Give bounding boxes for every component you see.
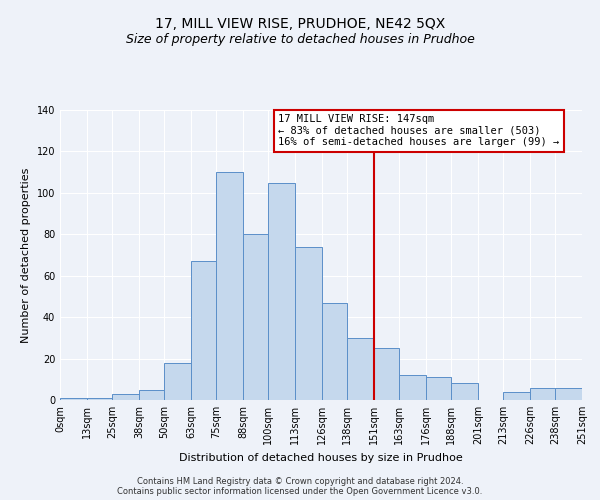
Bar xyxy=(87,398,112,400)
Bar xyxy=(374,348,399,400)
Text: 17, MILL VIEW RISE, PRUDHOE, NE42 5QX: 17, MILL VIEW RISE, PRUDHOE, NE42 5QX xyxy=(155,18,445,32)
X-axis label: Distribution of detached houses by size in Prudhoe: Distribution of detached houses by size … xyxy=(179,452,463,462)
Bar xyxy=(295,246,322,400)
Bar xyxy=(503,392,530,400)
Bar xyxy=(139,390,164,400)
Text: Contains public sector information licensed under the Open Government Licence v3: Contains public sector information licen… xyxy=(118,488,482,496)
Bar xyxy=(216,172,243,400)
Bar xyxy=(555,388,582,400)
Bar xyxy=(164,362,191,400)
Bar xyxy=(268,182,295,400)
Bar xyxy=(191,261,216,400)
Bar xyxy=(347,338,374,400)
Y-axis label: Number of detached properties: Number of detached properties xyxy=(21,168,31,342)
Bar xyxy=(243,234,268,400)
Text: Contains HM Land Registry data © Crown copyright and database right 2024.: Contains HM Land Registry data © Crown c… xyxy=(137,478,463,486)
Bar xyxy=(530,388,555,400)
Bar xyxy=(451,384,478,400)
Bar xyxy=(399,375,426,400)
Text: Size of property relative to detached houses in Prudhoe: Size of property relative to detached ho… xyxy=(125,32,475,46)
Bar xyxy=(112,394,139,400)
Text: 17 MILL VIEW RISE: 147sqm
← 83% of detached houses are smaller (503)
16% of semi: 17 MILL VIEW RISE: 147sqm ← 83% of detac… xyxy=(278,114,560,148)
Bar xyxy=(60,398,87,400)
Bar xyxy=(426,377,451,400)
Bar xyxy=(322,302,347,400)
